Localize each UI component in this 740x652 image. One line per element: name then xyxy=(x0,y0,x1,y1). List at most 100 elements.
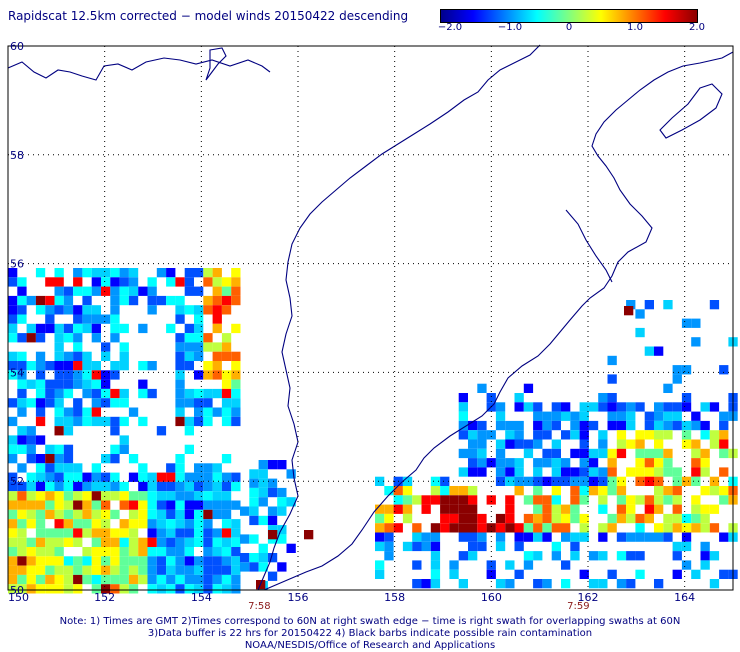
wind-cell xyxy=(45,277,55,287)
wind-cell xyxy=(119,481,129,492)
wind-cell xyxy=(17,407,27,417)
wind-cell xyxy=(119,361,129,371)
wind-cell xyxy=(412,532,422,542)
wind-cell xyxy=(101,537,111,547)
wind-cell xyxy=(119,491,129,501)
wind-cell xyxy=(221,286,232,296)
wind-cell xyxy=(54,323,64,334)
wind-cell xyxy=(700,467,710,477)
wind-cell xyxy=(672,551,682,561)
wind-cell xyxy=(598,430,608,440)
wind-cell xyxy=(384,532,394,542)
colorbar-label-max: 2.0 xyxy=(689,22,705,33)
wind-cell xyxy=(644,467,654,477)
wind-cell xyxy=(184,342,194,352)
lat-lon-grid xyxy=(8,46,733,590)
wind-cell xyxy=(635,551,645,561)
wind-cell xyxy=(54,277,64,287)
wind-cell xyxy=(663,467,673,477)
wind-cell xyxy=(588,551,599,561)
wind-cell xyxy=(212,537,222,547)
wind-cell xyxy=(579,439,589,449)
wind-cell xyxy=(212,286,222,296)
wind-cell xyxy=(440,476,450,486)
wind-cell xyxy=(375,523,385,533)
wind-cell xyxy=(138,509,148,520)
wind-difference-cells xyxy=(8,268,738,594)
wind-cell xyxy=(551,523,561,533)
wind-cell xyxy=(54,398,64,408)
wind-cell xyxy=(138,472,148,482)
wind-cell xyxy=(110,295,120,306)
wind-cell xyxy=(691,337,701,347)
wind-cell xyxy=(184,286,194,296)
wind-cell xyxy=(194,398,204,408)
wind-cell xyxy=(663,430,673,440)
wind-cell xyxy=(258,562,268,572)
wind-cell xyxy=(82,323,92,334)
wind-cell xyxy=(626,411,636,421)
wind-cell xyxy=(533,458,543,468)
wind-cell xyxy=(663,420,673,431)
wind-cell xyxy=(231,416,241,427)
wind-cell xyxy=(54,379,64,389)
wind-cell xyxy=(231,388,241,399)
wind-cell xyxy=(654,532,664,542)
wind-cell xyxy=(561,504,571,514)
wind-cell xyxy=(221,379,232,389)
wind-cell xyxy=(128,491,139,501)
wind-cell xyxy=(26,547,36,557)
wind-cell xyxy=(384,504,394,514)
wind-cell xyxy=(644,504,654,514)
wind-cell xyxy=(119,556,129,566)
wind-cell xyxy=(719,420,729,431)
wind-cell xyxy=(8,528,18,538)
wind-cell xyxy=(91,268,101,278)
wind-cell xyxy=(63,333,74,343)
wind-cell xyxy=(82,379,92,389)
wind-cell xyxy=(138,286,148,296)
wind-cell xyxy=(63,295,74,306)
wind-cell xyxy=(561,458,571,468)
wind-cell xyxy=(258,460,268,470)
wind-cell xyxy=(73,370,83,380)
wind-cell xyxy=(607,411,617,421)
wind-cell xyxy=(138,556,148,566)
wind-cell xyxy=(579,532,589,542)
wind-cell xyxy=(8,305,18,315)
wind-cell xyxy=(17,584,27,594)
wind-cell xyxy=(17,426,27,436)
wind-cell xyxy=(635,309,645,319)
wind-cell xyxy=(101,547,111,557)
wind-cell xyxy=(551,495,561,505)
wind-cell xyxy=(495,532,506,542)
wind-cell xyxy=(598,393,608,403)
wind-cell xyxy=(45,574,55,585)
wind-cell xyxy=(231,323,241,334)
wind-cell xyxy=(194,407,204,417)
wind-cell xyxy=(175,472,185,482)
wind-cell xyxy=(110,454,120,464)
wind-cell xyxy=(35,370,46,380)
wind-cell xyxy=(82,519,92,529)
wind-cell xyxy=(598,448,608,459)
wind-cell xyxy=(138,481,148,492)
wind-cell xyxy=(175,463,185,473)
wind-cell xyxy=(607,402,617,412)
wind-cell xyxy=(156,509,167,520)
wind-cell xyxy=(91,416,101,427)
wind-cell xyxy=(449,486,459,496)
wind-cell xyxy=(514,458,524,468)
wind-cell xyxy=(35,416,46,427)
wind-cell xyxy=(54,528,64,538)
wind-cell xyxy=(212,509,222,520)
wind-cell xyxy=(194,333,204,343)
wind-cell xyxy=(184,351,194,361)
wind-cell xyxy=(654,486,664,496)
wind-cell xyxy=(175,454,185,464)
wind-cell xyxy=(533,551,543,561)
wind-cell xyxy=(73,305,83,315)
latitude-ticks: 60 58 56 54 52 50 xyxy=(10,40,24,597)
wind-cell xyxy=(212,268,222,278)
wind-cell xyxy=(430,523,441,533)
